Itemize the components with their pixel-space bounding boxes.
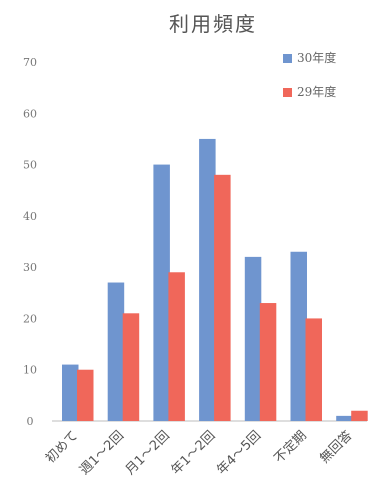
x-tick-label: 週1～2回 [77, 428, 127, 478]
bar-series-2 [77, 369, 94, 421]
bar-series-1 [336, 415, 353, 421]
chart-title: 利用頻度 [169, 12, 257, 36]
bar-series-2 [351, 410, 368, 421]
y-tick-label: 10 [23, 364, 37, 377]
legend-label: 29年度 [297, 84, 336, 99]
y-tick-label: 40 [23, 210, 37, 223]
legend-swatch [283, 88, 292, 97]
bar-series-2 [259, 303, 277, 421]
bar-series-1 [62, 364, 79, 421]
y-tick-label: 60 [23, 107, 37, 120]
y-tick-label: 0 [27, 415, 34, 428]
y-ticks: 0 10 20 30 40 50 60 70 [23, 56, 37, 428]
y-tick-label: 50 [23, 159, 37, 172]
legend-label: 30年度 [297, 50, 336, 65]
bar-series-2 [122, 313, 140, 421]
bar-series-1 [199, 138, 216, 421]
bar-series-1 [290, 251, 307, 421]
bar-series-1 [153, 164, 170, 422]
legend: 30年度 29年度 [283, 50, 336, 99]
x-tick-label: 不定期 [272, 428, 310, 466]
bar-series-1 [107, 282, 125, 421]
bars [62, 138, 368, 422]
x-tick-label: 年1～2回 [169, 428, 219, 478]
bar-series-2 [305, 318, 322, 421]
x-tick-label: 年4～5回 [214, 428, 264, 478]
y-tick-label: 70 [23, 56, 37, 69]
bar-series-2 [214, 174, 231, 421]
y-tick-label: 20 [23, 312, 37, 325]
y-tick-label: 30 [23, 261, 37, 274]
x-tick-label: 月1～2回 [123, 428, 173, 478]
x-tick-label: 初めて [43, 428, 81, 466]
bar-series-2 [168, 272, 185, 421]
legend-swatch [283, 54, 292, 63]
x-tick-label: 無回答 [317, 428, 356, 467]
bar-series-1 [244, 256, 262, 421]
